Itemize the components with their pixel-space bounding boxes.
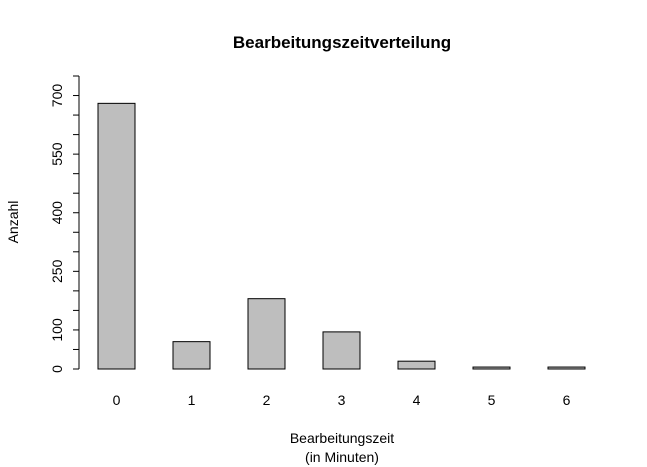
y-tick-label: 0 — [49, 365, 65, 373]
bar-2 — [247, 298, 286, 370]
y-axis-label: Anzahl — [5, 201, 21, 244]
x-axis-label-line2: (in Minuten) — [305, 449, 379, 465]
x-tick-label: 3 — [338, 392, 346, 408]
bar-4 — [397, 360, 436, 370]
bar-6 — [547, 366, 586, 370]
x-tick-label: 1 — [188, 392, 196, 408]
bar-0 — [97, 102, 136, 370]
x-tick-label: 5 — [488, 392, 496, 408]
bar-3 — [322, 331, 361, 370]
x-tick-label: 0 — [113, 392, 121, 408]
bars — [97, 102, 586, 370]
y-tick-label: 700 — [49, 84, 65, 108]
y-tick-label: 400 — [49, 201, 65, 225]
bar-1 — [172, 341, 211, 370]
y-tick-label: 550 — [49, 142, 65, 166]
chart-title: Bearbeitungszeitverteilung — [233, 33, 451, 52]
y-axis: 0 100 250 400 550 700 — [49, 75, 80, 373]
x-tick-label: 4 — [413, 392, 421, 408]
y-tick-label: 100 — [49, 318, 65, 342]
x-tick-label: 6 — [563, 392, 571, 408]
bar-5 — [472, 366, 511, 370]
x-tick-labels: 0 1 2 3 4 5 6 — [113, 392, 571, 408]
y-tick-label: 250 — [49, 259, 65, 283]
x-tick-label: 2 — [263, 392, 271, 408]
x-axis-label-line1: Bearbeitungszeit — [290, 430, 394, 446]
